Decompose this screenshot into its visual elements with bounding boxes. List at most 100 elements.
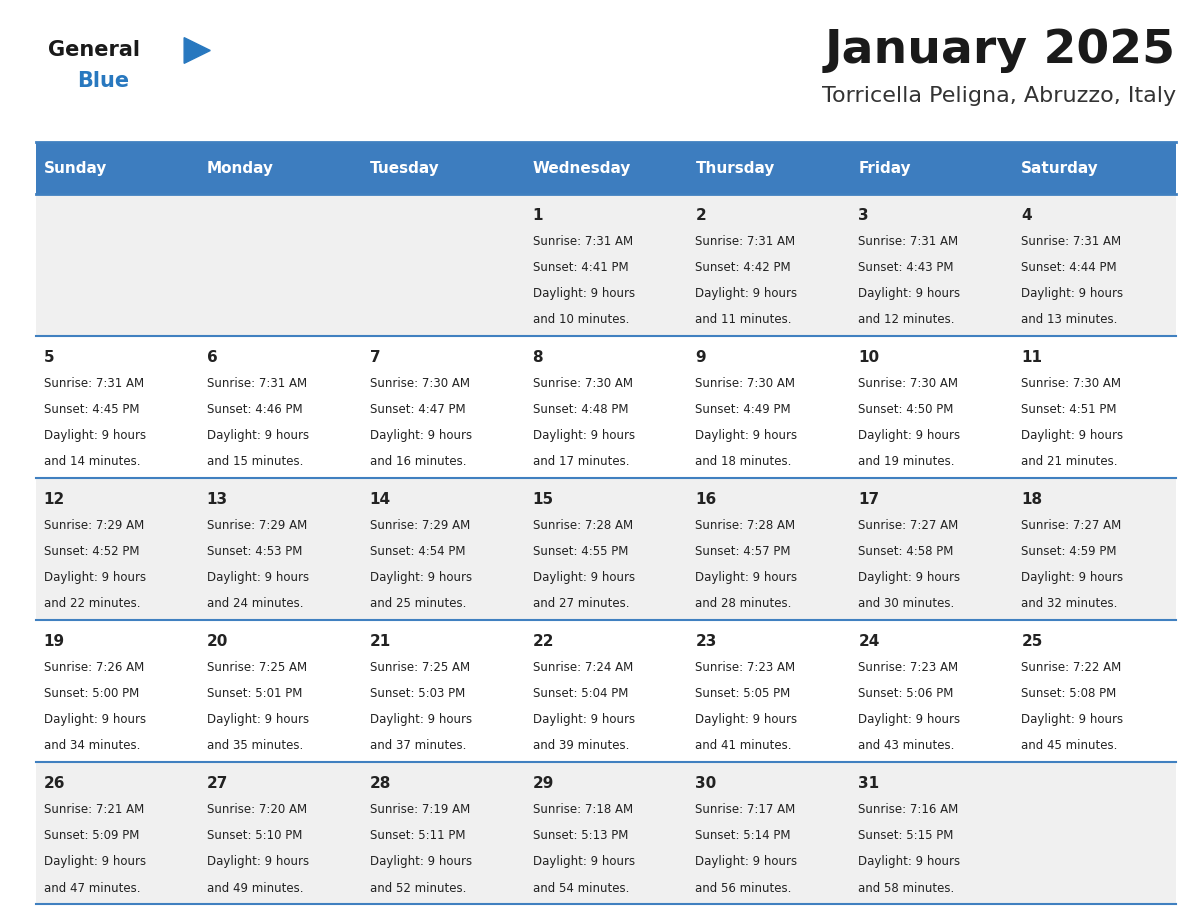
Bar	[524, 762, 688, 904]
Text: and 39 minutes.: and 39 minutes.	[532, 740, 628, 753]
Text: and 16 minutes.: and 16 minutes.	[369, 455, 466, 468]
Bar	[851, 478, 1013, 621]
Text: Thursday: Thursday	[695, 161, 775, 175]
Text: Sunset: 5:13 PM: Sunset: 5:13 PM	[532, 829, 628, 842]
Text: 30: 30	[695, 777, 716, 791]
Text: Daylight: 9 hours: Daylight: 9 hours	[1022, 713, 1124, 726]
Text: 11: 11	[1022, 351, 1042, 365]
Text: Monday: Monday	[207, 161, 273, 175]
Text: Daylight: 9 hours: Daylight: 9 hours	[207, 856, 309, 868]
Text: Sunrise: 7:25 AM: Sunrise: 7:25 AM	[207, 661, 307, 674]
Text: Sunrise: 7:23 AM: Sunrise: 7:23 AM	[695, 661, 796, 674]
Text: Sunrise: 7:23 AM: Sunrise: 7:23 AM	[859, 661, 959, 674]
Text: Daylight: 9 hours: Daylight: 9 hours	[532, 856, 634, 868]
Text: 26: 26	[44, 777, 65, 791]
Text: Sunrise: 7:29 AM: Sunrise: 7:29 AM	[369, 519, 470, 532]
Text: and 22 minutes.: and 22 minutes.	[44, 598, 140, 610]
Bar	[688, 621, 851, 762]
Text: January 2025: January 2025	[826, 28, 1176, 73]
Text: Sunset: 4:53 PM: Sunset: 4:53 PM	[207, 545, 302, 558]
Text: Daylight: 9 hours: Daylight: 9 hours	[44, 713, 146, 726]
Text: Daylight: 9 hours: Daylight: 9 hours	[532, 571, 634, 584]
Text: Daylight: 9 hours: Daylight: 9 hours	[532, 287, 634, 300]
Text: Daylight: 9 hours: Daylight: 9 hours	[859, 571, 961, 584]
Text: 2: 2	[695, 208, 706, 223]
Text: Sunset: 4:44 PM: Sunset: 4:44 PM	[1022, 261, 1117, 274]
Text: and 24 minutes.: and 24 minutes.	[207, 598, 303, 610]
Bar	[688, 762, 851, 904]
Text: Daylight: 9 hours: Daylight: 9 hours	[207, 429, 309, 442]
Bar	[851, 194, 1013, 336]
Text: Sunset: 5:14 PM: Sunset: 5:14 PM	[695, 829, 791, 842]
Text: Sunset: 4:54 PM: Sunset: 4:54 PM	[369, 545, 466, 558]
Text: Sunset: 4:51 PM: Sunset: 4:51 PM	[1022, 403, 1117, 416]
Text: and 15 minutes.: and 15 minutes.	[207, 455, 303, 468]
Bar	[36, 336, 198, 478]
Text: Sunset: 4:42 PM: Sunset: 4:42 PM	[695, 261, 791, 274]
Bar	[198, 762, 361, 904]
Text: 14: 14	[369, 492, 391, 508]
Text: and 30 minutes.: and 30 minutes.	[859, 598, 955, 610]
Text: 3: 3	[859, 208, 870, 223]
Text: and 21 minutes.: and 21 minutes.	[1022, 455, 1118, 468]
Text: Sunset: 4:52 PM: Sunset: 4:52 PM	[44, 545, 139, 558]
Bar	[524, 142, 688, 194]
Text: 13: 13	[207, 492, 228, 508]
Text: Torricella Peligna, Abruzzo, Italy: Torricella Peligna, Abruzzo, Italy	[822, 86, 1176, 106]
Text: Sunset: 4:41 PM: Sunset: 4:41 PM	[532, 261, 628, 274]
Text: 5: 5	[44, 351, 55, 365]
Text: Sunrise: 7:31 AM: Sunrise: 7:31 AM	[44, 376, 144, 389]
Text: Sunset: 5:08 PM: Sunset: 5:08 PM	[1022, 687, 1117, 700]
Text: 22: 22	[532, 634, 554, 649]
Text: Daylight: 9 hours: Daylight: 9 hours	[369, 856, 472, 868]
Text: Sunrise: 7:30 AM: Sunrise: 7:30 AM	[369, 376, 469, 389]
Text: and 12 minutes.: and 12 minutes.	[859, 313, 955, 327]
Bar	[1013, 621, 1176, 762]
Text: Sunset: 4:50 PM: Sunset: 4:50 PM	[859, 403, 954, 416]
Bar	[198, 621, 361, 762]
Text: Sunrise: 7:30 AM: Sunrise: 7:30 AM	[1022, 376, 1121, 389]
Text: 29: 29	[532, 777, 554, 791]
Text: Daylight: 9 hours: Daylight: 9 hours	[1022, 571, 1124, 584]
Text: Sunset: 4:43 PM: Sunset: 4:43 PM	[859, 261, 954, 274]
Text: Sunrise: 7:29 AM: Sunrise: 7:29 AM	[207, 519, 307, 532]
Text: and 10 minutes.: and 10 minutes.	[532, 313, 628, 327]
Bar	[688, 194, 851, 336]
Text: 8: 8	[532, 351, 543, 365]
Text: Sunset: 5:15 PM: Sunset: 5:15 PM	[859, 829, 954, 842]
Text: Sunrise: 7:30 AM: Sunrise: 7:30 AM	[695, 376, 796, 389]
Bar	[851, 142, 1013, 194]
Text: and 35 minutes.: and 35 minutes.	[207, 740, 303, 753]
Text: Sunrise: 7:22 AM: Sunrise: 7:22 AM	[1022, 661, 1121, 674]
Text: Wednesday: Wednesday	[532, 161, 631, 175]
Text: Daylight: 9 hours: Daylight: 9 hours	[207, 713, 309, 726]
Text: Sunset: 5:00 PM: Sunset: 5:00 PM	[44, 687, 139, 700]
Text: Sunset: 4:45 PM: Sunset: 4:45 PM	[44, 403, 139, 416]
Text: Sunrise: 7:20 AM: Sunrise: 7:20 AM	[207, 802, 307, 816]
Text: General: General	[48, 40, 139, 61]
Text: Sunset: 5:01 PM: Sunset: 5:01 PM	[207, 687, 302, 700]
Text: Saturday: Saturday	[1022, 161, 1099, 175]
Bar	[198, 478, 361, 621]
Bar	[1013, 142, 1176, 194]
Bar	[361, 194, 524, 336]
Bar	[1013, 762, 1176, 904]
Text: Daylight: 9 hours: Daylight: 9 hours	[44, 856, 146, 868]
Bar	[688, 478, 851, 621]
Bar	[361, 478, 524, 621]
Bar	[361, 142, 524, 194]
Text: Sunset: 4:46 PM: Sunset: 4:46 PM	[207, 403, 302, 416]
Text: Sunrise: 7:27 AM: Sunrise: 7:27 AM	[859, 519, 959, 532]
Text: and 32 minutes.: and 32 minutes.	[1022, 598, 1118, 610]
Text: and 58 minutes.: and 58 minutes.	[859, 881, 955, 894]
Bar	[198, 194, 361, 336]
Text: Daylight: 9 hours: Daylight: 9 hours	[695, 571, 797, 584]
Text: 6: 6	[207, 351, 217, 365]
Text: Sunset: 5:03 PM: Sunset: 5:03 PM	[369, 687, 465, 700]
Text: Sunrise: 7:31 AM: Sunrise: 7:31 AM	[859, 235, 959, 248]
Text: 10: 10	[859, 351, 879, 365]
Text: Daylight: 9 hours: Daylight: 9 hours	[859, 713, 961, 726]
Bar	[851, 336, 1013, 478]
Text: Sunrise: 7:28 AM: Sunrise: 7:28 AM	[532, 519, 633, 532]
Text: Daylight: 9 hours: Daylight: 9 hours	[859, 856, 961, 868]
